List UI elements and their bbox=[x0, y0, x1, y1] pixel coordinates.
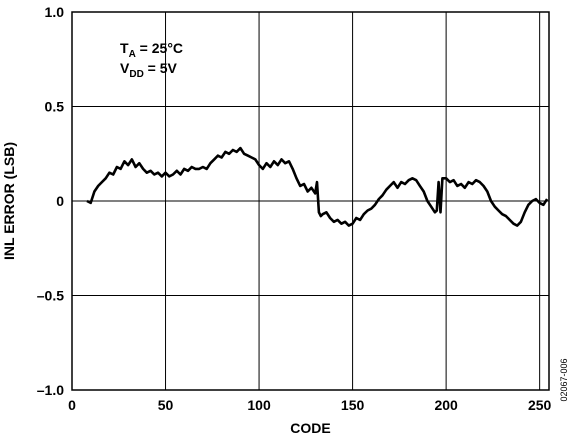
x-tick-label: 150 bbox=[341, 397, 365, 413]
y-tick-label: 1.0 bbox=[45, 4, 65, 20]
y-tick-label: –0.5 bbox=[37, 288, 64, 304]
temperature-annotation: TA = 25°C bbox=[120, 40, 183, 60]
conditions-annotation: TA = 25°C VDD = 5V bbox=[120, 40, 183, 80]
x-axis-title: CODE bbox=[290, 420, 330, 436]
supply-voltage-symbol: V bbox=[120, 60, 130, 76]
figure-id: 02067-006 bbox=[559, 358, 569, 401]
y-tick-label: –1.0 bbox=[37, 382, 64, 398]
x-tick-label: 250 bbox=[528, 397, 552, 413]
supply-voltage-value: = 5V bbox=[144, 60, 178, 76]
x-tick-label: 50 bbox=[158, 397, 174, 413]
y-axis-title: INL ERROR (LSB) bbox=[1, 142, 17, 260]
x-tick-label: 0 bbox=[68, 397, 76, 413]
data-layer bbox=[86, 146, 549, 227]
temperature-subscript: A bbox=[129, 49, 136, 60]
supply-voltage-annotation: VDD = 5V bbox=[120, 60, 178, 80]
inl-series-line bbox=[86, 146, 549, 227]
x-tick-label: 100 bbox=[247, 397, 271, 413]
x-tick-label: 200 bbox=[434, 397, 458, 413]
y-tick-label: 0 bbox=[56, 193, 64, 209]
x-tick-labels: 0 50 100 150 200 250 bbox=[68, 397, 551, 413]
y-tick-label: 0.5 bbox=[45, 99, 65, 115]
y-tick-labels: 1.0 0.5 0 –0.5 –1.0 bbox=[37, 4, 64, 398]
supply-voltage-subscript: DD bbox=[129, 69, 143, 80]
temperature-value: = 25°C bbox=[136, 40, 183, 56]
plot-frame bbox=[71, 11, 550, 391]
temperature-symbol: T bbox=[120, 40, 129, 56]
